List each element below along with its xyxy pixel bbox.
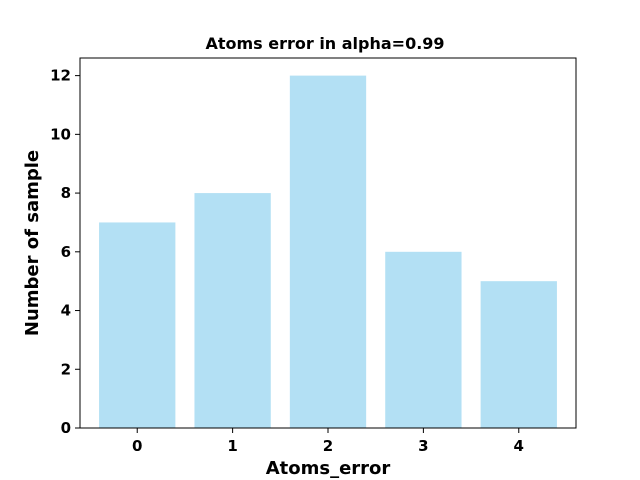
y-axis-ticks: 0 2 4 6 8 10 12 <box>50 67 80 437</box>
y-tick-label: 6 <box>61 243 71 261</box>
x-tick-label: 2 <box>323 437 333 455</box>
y-axis-label: Number of sample <box>22 150 43 336</box>
x-tick-label: 1 <box>227 437 237 455</box>
y-tick-label: 12 <box>50 67 71 85</box>
bar-4 <box>480 281 557 428</box>
y-tick-label: 0 <box>61 419 71 437</box>
y-tick-label: 4 <box>61 302 71 320</box>
bar-3 <box>385 251 462 428</box>
x-axis-label: Atoms_error <box>266 458 391 479</box>
x-tick-label: 4 <box>514 437 524 455</box>
x-tick-label: 0 <box>132 437 142 455</box>
bar-1 <box>194 193 271 428</box>
x-tick-label: 3 <box>418 437 428 455</box>
bars-group <box>99 75 557 428</box>
y-tick-label: 10 <box>50 125 71 143</box>
chart-title: Atoms error in alpha=0.99 <box>205 34 444 53</box>
x-axis-ticks: 0 1 2 3 4 <box>132 428 524 455</box>
bar-2 <box>289 75 367 428</box>
bar-0 <box>99 222 176 428</box>
y-tick-label: 8 <box>61 184 71 202</box>
y-tick-label: 2 <box>61 360 71 378</box>
